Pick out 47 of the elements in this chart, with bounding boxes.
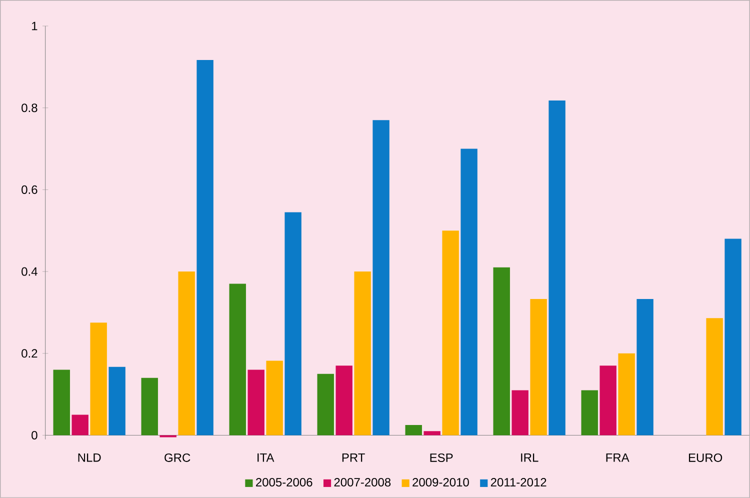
bar <box>178 272 195 436</box>
y-tick-label: 0.4 <box>22 267 38 276</box>
y-tick-label: 0 <box>32 430 38 440</box>
bar <box>372 120 390 436</box>
bar <box>548 100 566 436</box>
bar <box>229 284 246 436</box>
legend-label: 2005-2006 <box>256 478 312 486</box>
y-tick-label: 0.8 <box>22 104 38 112</box>
bar <box>512 390 528 436</box>
bar <box>581 390 598 436</box>
bar <box>405 424 422 436</box>
bar <box>266 360 283 436</box>
bar <box>636 298 654 436</box>
bar <box>108 366 126 436</box>
y-tick-label: 0.2 <box>22 349 38 358</box>
legend-label: 2009-2010 <box>412 478 469 486</box>
bar <box>317 374 334 436</box>
bar <box>336 366 352 436</box>
bar <box>248 370 264 436</box>
x-tick-label: ESP <box>430 453 453 462</box>
y-tick-label: 0.6 <box>22 185 38 194</box>
bar <box>284 212 302 436</box>
x-tick-label: IRL <box>521 453 538 462</box>
x-tick-label: GRC <box>164 453 190 462</box>
bar <box>460 148 478 436</box>
bar <box>72 414 88 436</box>
bar <box>706 318 723 436</box>
bar <box>141 378 158 436</box>
x-tick-label: ITA <box>258 453 274 462</box>
bar <box>354 272 371 436</box>
bar <box>442 230 459 436</box>
y-tick-label: 1 <box>32 22 38 30</box>
legend-label: 2011-2012 <box>490 478 546 486</box>
bar <box>196 60 214 436</box>
bar <box>493 267 510 436</box>
bar <box>724 238 742 436</box>
bar <box>53 370 70 436</box>
bar <box>600 366 616 436</box>
bar <box>424 431 440 436</box>
bar <box>90 322 107 436</box>
x-tick-label: EURO <box>688 453 722 462</box>
x-tick-label: NLD <box>78 453 101 462</box>
bar <box>530 298 547 436</box>
bar <box>618 353 635 436</box>
legend-label: 2007-2008 <box>334 478 391 486</box>
x-tick-label: PRT <box>342 453 365 462</box>
x-tick-label: FRA <box>606 453 630 462</box>
